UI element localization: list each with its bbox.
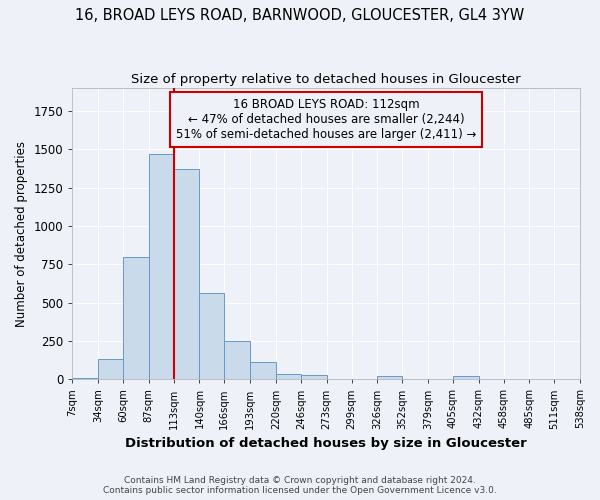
X-axis label: Distribution of detached houses by size in Gloucester: Distribution of detached houses by size …: [125, 437, 527, 450]
Bar: [224, 341, 250, 380]
Bar: [123, 256, 149, 380]
Bar: [377, 376, 402, 380]
Bar: [73, 378, 98, 380]
Bar: [250, 362, 276, 380]
Bar: [453, 376, 479, 380]
Text: 16, BROAD LEYS ROAD, BARNWOOD, GLOUCESTER, GL4 3YW: 16, BROAD LEYS ROAD, BARNWOOD, GLOUCESTE…: [76, 8, 524, 22]
Bar: [173, 170, 199, 380]
Text: 16 BROAD LEYS ROAD: 112sqm
← 47% of detached houses are smaller (2,244)
51% of s: 16 BROAD LEYS ROAD: 112sqm ← 47% of deta…: [176, 98, 476, 141]
Bar: [276, 374, 301, 380]
Bar: [199, 292, 224, 380]
Text: Contains HM Land Registry data © Crown copyright and database right 2024.
Contai: Contains HM Land Registry data © Crown c…: [103, 476, 497, 495]
Bar: [98, 360, 123, 380]
Bar: [149, 154, 173, 380]
Y-axis label: Number of detached properties: Number of detached properties: [15, 140, 28, 326]
Bar: [301, 374, 326, 380]
Title: Size of property relative to detached houses in Gloucester: Size of property relative to detached ho…: [131, 72, 521, 86]
